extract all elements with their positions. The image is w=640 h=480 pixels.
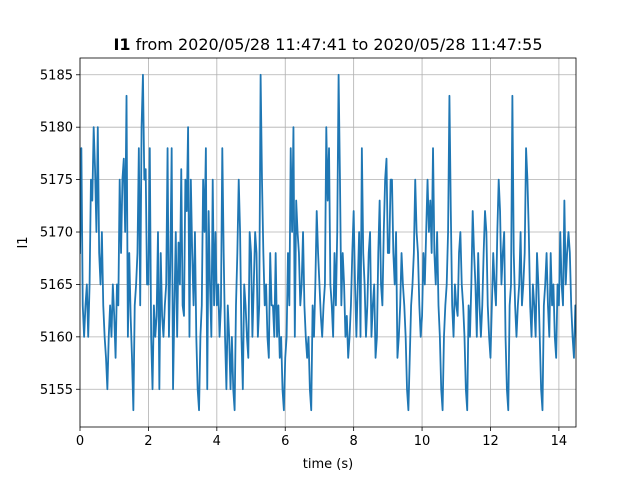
y-tick-label: 5160 xyxy=(40,330,73,345)
x-axis-label: time (s) xyxy=(303,457,353,472)
x-tick-label: 12 xyxy=(482,434,499,449)
x-tick-label: 4 xyxy=(213,434,221,449)
chart-title-rest: from 2020/05/28 11:47:41 to 2020/05/28 1… xyxy=(131,35,543,54)
y-tick-label: 5155 xyxy=(40,383,73,398)
y-tick-label: 5180 xyxy=(40,121,73,136)
x-tick-label: 14 xyxy=(551,434,568,449)
chart-title: I1 from 2020/05/28 11:47:41 to 2020/05/2… xyxy=(113,35,542,54)
x-tick-label: 6 xyxy=(281,434,289,449)
series-group xyxy=(80,73,576,412)
plot-frame xyxy=(79,57,577,428)
y-axis-label: I1 xyxy=(16,236,31,248)
x-axis-ticks: 0 2 4 6 8 10 12 14 xyxy=(76,427,567,449)
x-tick-label: 10 xyxy=(414,434,431,449)
y-axis-ticks: 5155 5160 5165 5170 5175 5180 5185 xyxy=(40,68,80,398)
x-tick-label: 2 xyxy=(144,434,152,449)
x-tick-label: 0 xyxy=(76,434,84,449)
chart-title-bold: I1 xyxy=(113,35,130,54)
series-line xyxy=(80,73,576,412)
y-tick-label: 5165 xyxy=(40,278,73,293)
plot-area-background xyxy=(80,58,576,427)
y-tick-label: 5170 xyxy=(40,226,73,241)
x-tick-label: 8 xyxy=(350,434,358,449)
y-tick-label: 5185 xyxy=(40,68,73,83)
grid xyxy=(79,58,576,427)
y-tick-label: 5175 xyxy=(40,173,73,188)
